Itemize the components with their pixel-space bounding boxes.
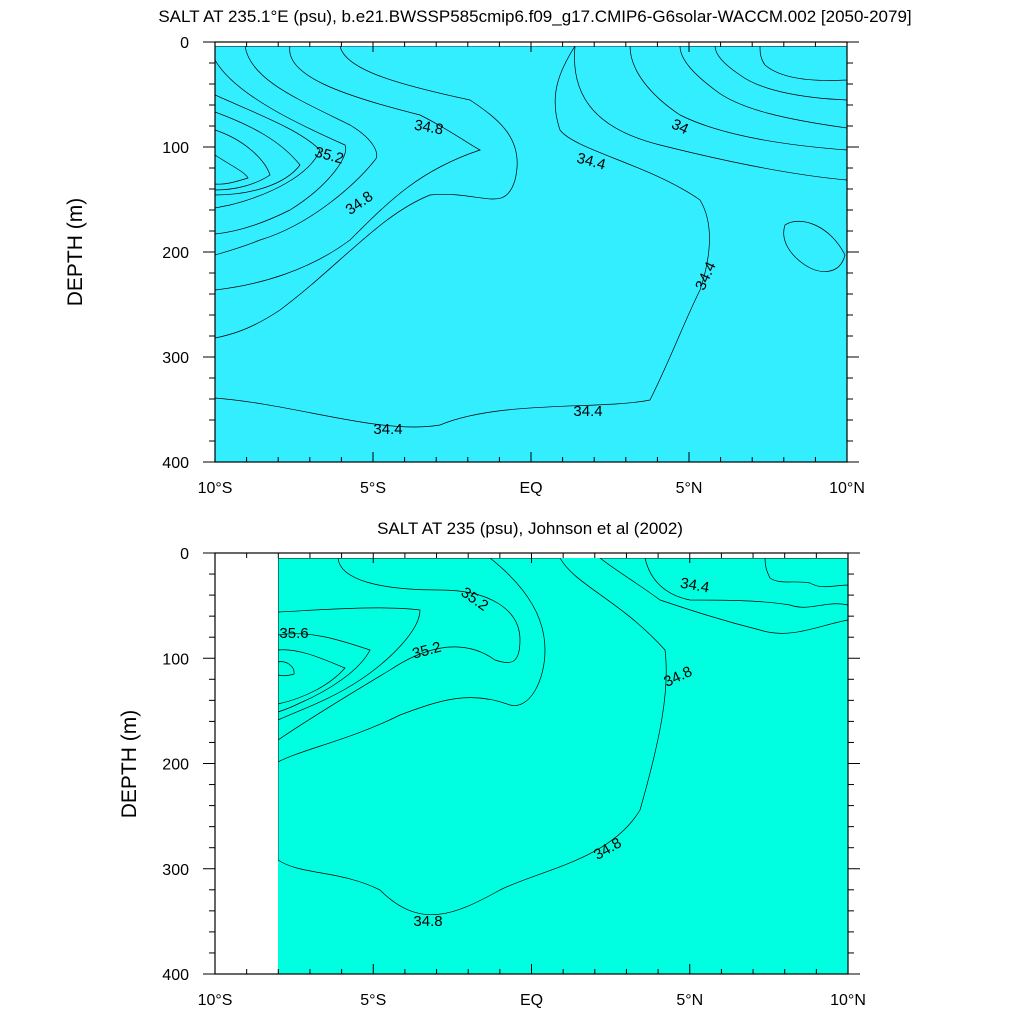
- y-tick-label: 400: [162, 967, 189, 984]
- fill-35.6: [278, 633, 371, 713]
- y-tick-label: 200: [162, 757, 189, 774]
- fill-34.6-right: [599, 558, 848, 634]
- fill-35.8: [215, 129, 271, 191]
- fill-34.2: [574, 46, 847, 181]
- contour-label: 34.4: [373, 421, 402, 438]
- contour-label: 35.6: [279, 625, 308, 642]
- fill-34.2: [764, 558, 848, 588]
- contour-label: 34.8: [413, 913, 442, 930]
- panel-top-contour-fill: [215, 46, 847, 462]
- fill-34.8: [278, 558, 667, 916]
- fill-35.2b: [215, 59, 347, 235]
- fill-33.8: [679, 46, 847, 129]
- panel-bottom-contour-fill: [278, 558, 848, 974]
- y-tick-label: 0: [180, 546, 189, 563]
- panel-bottom-title: SALT AT 235 (psu), Johnson et al (2002): [377, 519, 683, 538]
- fill-35.2a: [215, 46, 378, 256]
- fill-bubble: [783, 221, 846, 272]
- fill-36.0: [215, 154, 249, 185]
- x-tick-label: 5°S: [360, 992, 386, 1009]
- y-tick-label: 300: [162, 350, 189, 367]
- y-tick-label: 400: [162, 455, 189, 472]
- x-tick-label: 5°N: [676, 480, 703, 497]
- panel-bottom: SALT AT 235 (psu), Johnson et al (2002) …: [118, 519, 866, 1009]
- panel-top: SALT AT 235.1°E (psu), b.e21.BWSSP585cmi…: [64, 7, 912, 497]
- fill-36.0: [278, 661, 295, 677]
- fill-33.4: [759, 46, 847, 81]
- y-tick-label: 300: [162, 862, 189, 879]
- contour-label: 34.4: [575, 150, 608, 174]
- fill-34.6: [278, 558, 848, 974]
- contour-label: 34.8: [413, 117, 445, 139]
- x-tick-label: 10°S: [198, 480, 233, 497]
- x-tick-label: 10°N: [830, 992, 866, 1009]
- x-tick-label: 10°S: [198, 992, 233, 1009]
- contour-label: 34.4: [573, 403, 602, 420]
- x-tick-label: 5°S: [360, 480, 386, 497]
- panel-top-ticks: 10°S 5°S EQ 5°N 10°N 0 100 200 300 400: [162, 35, 865, 497]
- contour-label: 34: [669, 116, 691, 138]
- x-tick-label: EQ: [520, 992, 543, 1009]
- contour-label: 35.2: [313, 144, 346, 168]
- panel-bottom-ylabel: DEPTH (m): [118, 710, 141, 819]
- x-tick-label: EQ: [519, 480, 542, 497]
- y-tick-label: 100: [162, 140, 189, 157]
- fill-33.6: [714, 46, 847, 101]
- fill-35.2: [278, 558, 521, 741]
- fill-35.4: [215, 94, 321, 209]
- x-tick-label: 5°N: [676, 992, 703, 1009]
- contour-label: 34.4: [679, 575, 711, 597]
- fill-34.4: [215, 46, 847, 462]
- fill-34.4: [644, 558, 848, 608]
- fill-34.6: [215, 46, 710, 428]
- panel-top-ylabel: DEPTH (m): [64, 198, 87, 307]
- panel-top-title: SALT AT 235.1°E (psu), b.e21.BWSSP585cmi…: [158, 7, 911, 26]
- fill-34.0: [629, 46, 847, 151]
- y-tick-label: 200: [162, 245, 189, 262]
- x-tick-label: 10°N: [829, 480, 865, 497]
- panel-bottom-ticks: 10°S 5°S EQ 5°N 10°N 0 100 200 300 400: [162, 546, 866, 1009]
- contour-label: 35.2: [411, 639, 444, 663]
- fill-35.8: [278, 649, 346, 705]
- fill-34.8: [215, 46, 518, 339]
- fill-35.0: [278, 558, 546, 763]
- fill-35.6: [215, 111, 301, 196]
- y-tick-label: 0: [180, 35, 189, 52]
- y-tick-label: 100: [162, 651, 189, 668]
- fill-35.0: [215, 46, 481, 291]
- fill-35.4: [278, 607, 421, 721]
